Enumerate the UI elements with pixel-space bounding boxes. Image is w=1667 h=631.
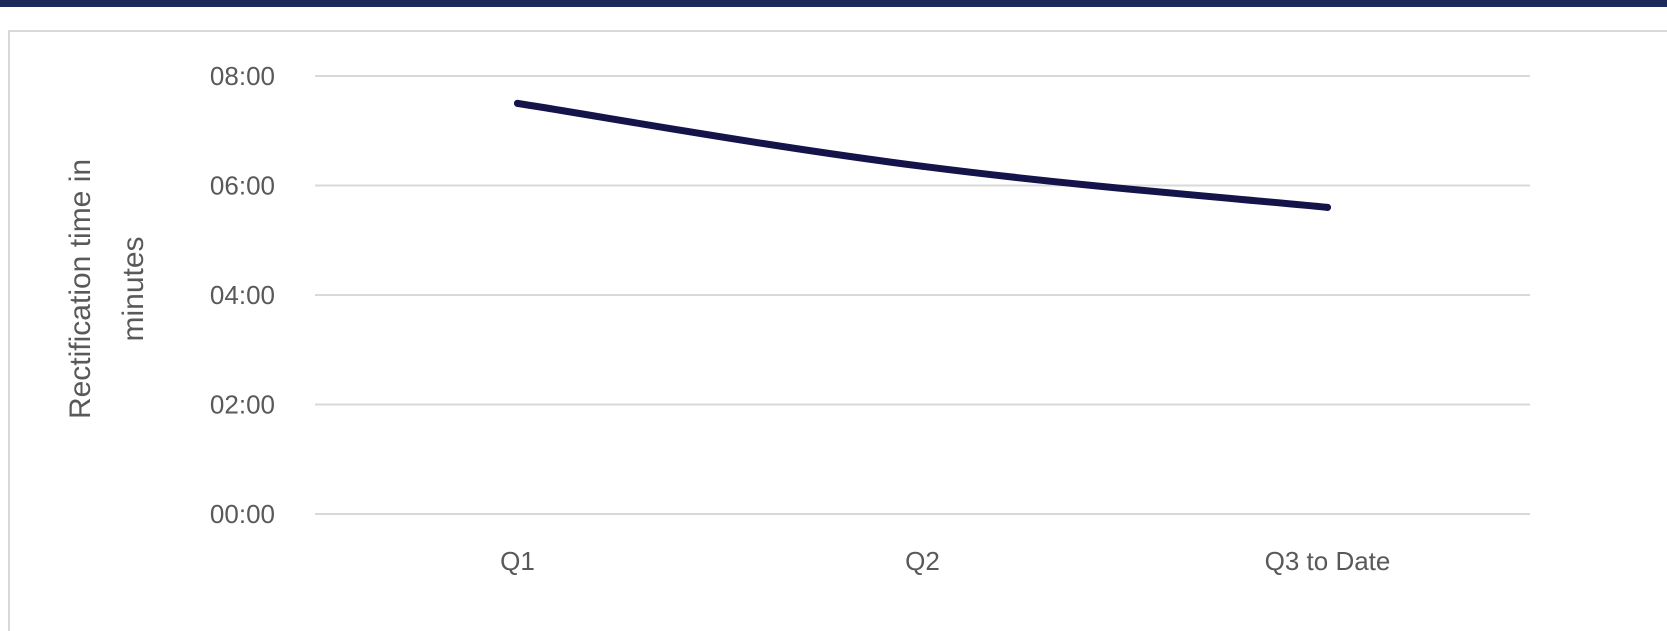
y-axis-title-line-2: minutes bbox=[117, 236, 150, 341]
data-point bbox=[919, 162, 926, 170]
y-tick-label: 06:00 bbox=[210, 171, 275, 201]
data-point bbox=[1324, 203, 1331, 211]
x-tick-label: Q2 bbox=[905, 546, 940, 576]
data-point bbox=[514, 99, 521, 107]
x-tick-label: Q1 bbox=[500, 546, 535, 576]
series-line bbox=[514, 99, 1331, 211]
series bbox=[514, 99, 1331, 211]
y-axis-title: Rectification time in minutes bbox=[64, 159, 150, 419]
x-tick-label: Q3 to Date bbox=[1265, 546, 1391, 576]
top-accent-bar bbox=[0, 0, 1667, 7]
gridlines bbox=[315, 75, 1530, 515]
y-tick-label: 00:00 bbox=[210, 499, 275, 529]
y-axis-ticks: 00:00 02:00 04:00 06:00 08:00 bbox=[210, 61, 275, 529]
x-axis-ticks: Q1 Q2 Q3 to Date bbox=[500, 546, 1390, 576]
y-tick-label: 08:00 bbox=[210, 61, 275, 91]
y-tick-label: 02:00 bbox=[210, 390, 275, 420]
y-tick-label: 04:00 bbox=[210, 280, 275, 310]
y-axis-title-line-1: Rectification time in bbox=[64, 159, 97, 419]
chart-frame bbox=[8, 30, 1667, 631]
